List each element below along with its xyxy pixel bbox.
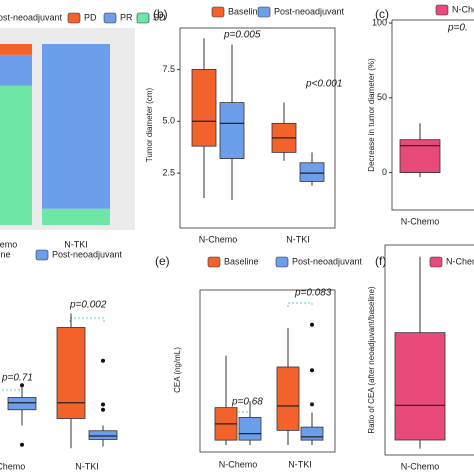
legend-label: Post-neoadjuvant: [292, 256, 363, 266]
box: [300, 426, 324, 441]
outlier: [101, 407, 105, 412]
annotation: p=0.083: [294, 288, 332, 299]
panel-label: (f): [375, 254, 386, 268]
legend-label: PR: [120, 12, 133, 22]
y-tick-label: 5.0: [162, 116, 175, 126]
bar-segment: [0, 85, 32, 225]
outlier: [101, 402, 105, 407]
outlier: [310, 368, 314, 373]
box: [191, 69, 217, 147]
legend-label: Post-neoadjuvant: [274, 6, 345, 16]
legend-key: [35, 249, 49, 261]
legend-key: [67, 12, 81, 24]
panel-label: (b): [153, 7, 168, 21]
annotation: p=0.71: [1, 373, 33, 384]
outlier: [101, 358, 105, 363]
box: [88, 430, 118, 440]
box: [394, 332, 446, 441]
legend-label: Baseline: [228, 6, 263, 16]
legend-key: [257, 6, 271, 18]
outlier: [310, 322, 314, 327]
plot-frame: [384, 244, 474, 456]
box: [276, 366, 300, 431]
y-tick-label: 50: [377, 92, 387, 102]
legend-key: [211, 6, 225, 18]
bar-segment: [0, 44, 32, 55]
y-axis-label: Tumor diameter (cm): [145, 87, 154, 162]
annotation: p=0.68: [231, 397, 263, 408]
x-tick-label: N-Chemo: [199, 234, 238, 244]
legend-title: Post-neoadjuvant: [0, 12, 62, 22]
outlier: [310, 402, 314, 407]
legend-label: PD: [84, 12, 97, 22]
x-tick-label: N-TKI: [64, 239, 88, 249]
bar-segment: [42, 208, 110, 225]
box: [219, 102, 245, 160]
bar-segment: [42, 44, 110, 209]
annotation: p=0.002: [69, 300, 107, 311]
legend-key: [435, 4, 449, 16]
x-tick-label: N-TKI: [288, 459, 312, 469]
legend-label: Baseline: [224, 256, 259, 266]
legend-label: Post-neoadjuvant: [52, 249, 123, 259]
x-tick-label: N-Chemo: [219, 459, 258, 469]
annotation: p<0.001: [305, 79, 342, 90]
legend-key: [103, 12, 117, 24]
box: [399, 139, 441, 173]
plot-frame: [179, 27, 336, 229]
bracket: [287, 302, 313, 307]
y-tick-label: 100: [372, 17, 387, 27]
legend-key: [136, 12, 150, 24]
y-tick-label: 7.5: [162, 64, 175, 74]
x-tick-label: N-Chemo: [401, 216, 440, 226]
y-tick-label: 2.5: [162, 168, 175, 178]
panel-label: (e): [155, 254, 170, 268]
bracket: [0, 389, 23, 394]
legend-key: [275, 256, 289, 268]
bar-segment: [0, 54, 32, 86]
legend-label: Baseline: [0, 249, 11, 259]
plot-frame: [391, 19, 474, 211]
y-axis-label: Ratio of CEA (after neoadjuvant/baseline…: [367, 286, 376, 434]
y-axis-label: Decrease in tumor diameter (%): [367, 58, 376, 172]
box: [238, 416, 262, 441]
legend-label: N-Chemo: [446, 256, 474, 266]
legend-label: SD: [153, 12, 166, 22]
box: [299, 162, 325, 182]
legend-key: [207, 256, 221, 268]
x-tick-label: N-Chemo: [401, 461, 440, 471]
annotation: p=0.005: [223, 30, 261, 41]
box: [7, 397, 37, 411]
legend-label: N-Chemo: [452, 4, 474, 14]
bracket: [69, 317, 105, 322]
plot-frame: [199, 289, 336, 453]
box: [56, 327, 86, 419]
y-tick-label: 0: [382, 167, 387, 177]
annotation: p=0.: [447, 23, 468, 34]
x-tick-label: N-Chemo: [0, 239, 17, 249]
panel-label: (c): [375, 7, 389, 21]
x-tick-label: N-Chemo: [0, 461, 25, 471]
x-tick-label: N-TKI: [286, 234, 310, 244]
outlier: [20, 383, 24, 388]
x-tick-label: N-TKI: [75, 461, 99, 471]
outlier: [20, 442, 24, 447]
y-axis-label: CEA (ng/mL): [173, 347, 182, 393]
legend-key: [429, 256, 443, 268]
